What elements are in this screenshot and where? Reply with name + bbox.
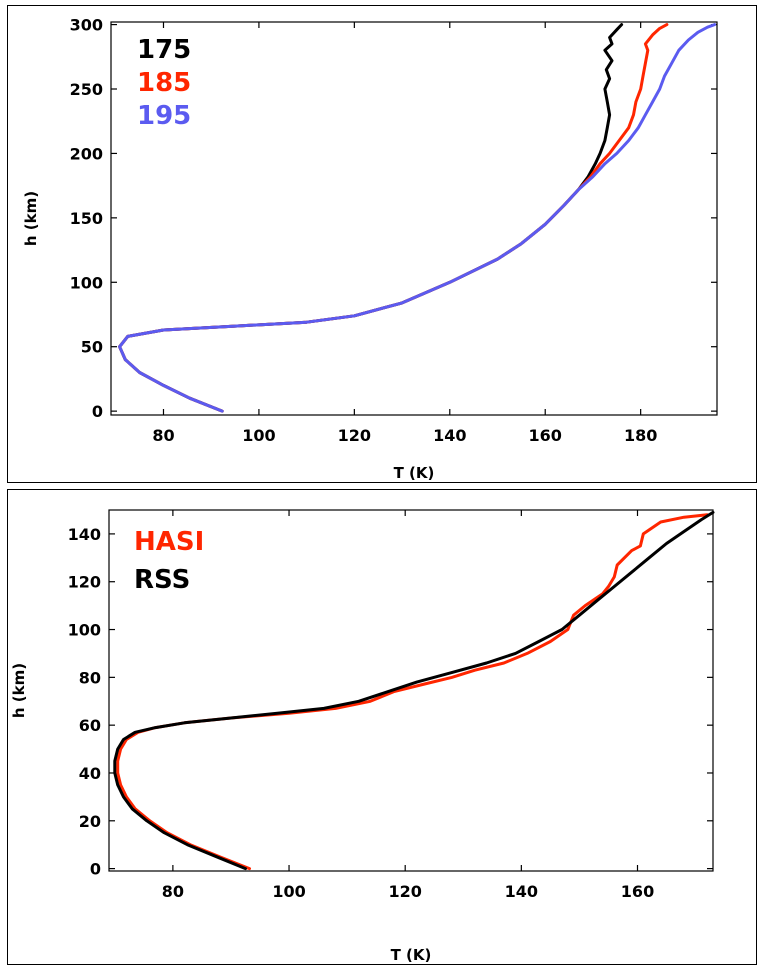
top-x-axis-title: T (K): [394, 464, 435, 482]
bottom-y-tick-label: 0: [90, 860, 101, 879]
bottom-x-tick-label: 160: [621, 882, 654, 901]
top-series-line-185: [118, 23, 669, 413]
top-x-tick-label: 140: [433, 426, 466, 445]
top-x-tick-label: 120: [338, 426, 371, 445]
bottom-y-axis-title: h (km): [10, 663, 28, 718]
top-x-tick-label: 100: [242, 426, 275, 445]
top-y-tick-label: 150: [70, 209, 103, 228]
bottom-y-tick-label: 100: [68, 621, 101, 640]
top-x-tick-label: 160: [529, 426, 562, 445]
top-series-line-195: [118, 23, 717, 413]
bottom-legend-entry-rss: RSS: [134, 565, 190, 595]
bottom-x-tick-label: 100: [272, 882, 305, 901]
top-y-axis-title: h (km): [22, 191, 40, 246]
bottom-y-tick-label: 120: [68, 573, 101, 592]
top-x-tick-label: 180: [624, 426, 657, 445]
top-y-tick-label: 250: [70, 80, 103, 99]
bottom-plot-frame: [108, 509, 714, 872]
temperature-profile-chart-top: 80 100 120 140 160 180 0 50 100 150 200 250 300 T (K)…: [22, 16, 718, 482]
top-plot-frame: [110, 21, 718, 416]
bottom-x-tick-label: 80: [162, 882, 184, 901]
top-y-tick-label: 100: [70, 273, 103, 292]
top-legend-entry-175: 175: [137, 35, 191, 65]
bottom-x-axis-title: T (K): [391, 946, 432, 964]
bottom-series-line-rss: [113, 510, 715, 871]
chart-panel-top: 80 100 120 140 160 180 0 50 100 150 200 250 300 T (K)…: [7, 5, 757, 483]
bottom-y-tick-label: 80: [79, 668, 101, 687]
top-x-tick-label: 80: [152, 426, 174, 445]
bottom-y-tick-label: 20: [79, 812, 101, 831]
top-y-tick-label: 300: [70, 16, 103, 35]
top-series-line-175: [118, 23, 624, 413]
bottom-x-tick-label: 140: [505, 882, 538, 901]
bottom-y-tick-label: 60: [79, 716, 101, 735]
bottom-y-tick-label: 40: [79, 764, 101, 783]
bottom-legend-entry-hasi: HASI: [134, 527, 204, 557]
bottom-x-tick-label: 120: [388, 882, 421, 901]
temperature-profile-chart-bottom: 80 100 120 140 160 0 20 40 60 80 100 120 140 T (K) h (…: [10, 509, 715, 964]
bottom-series-line-hasi: [116, 513, 709, 871]
top-y-tick-label: 50: [81, 338, 103, 357]
chart-panel-bottom: 80 100 120 140 160 0 20 40 60 80 100 120 140 T (K) h (…: [7, 489, 757, 965]
top-y-tick-label: 200: [70, 144, 103, 163]
top-y-tick-label: 0: [92, 402, 103, 421]
top-legend-entry-195: 195: [137, 101, 191, 131]
bottom-y-tick-label: 140: [68, 525, 101, 544]
top-legend-entry-185: 185: [137, 68, 191, 98]
